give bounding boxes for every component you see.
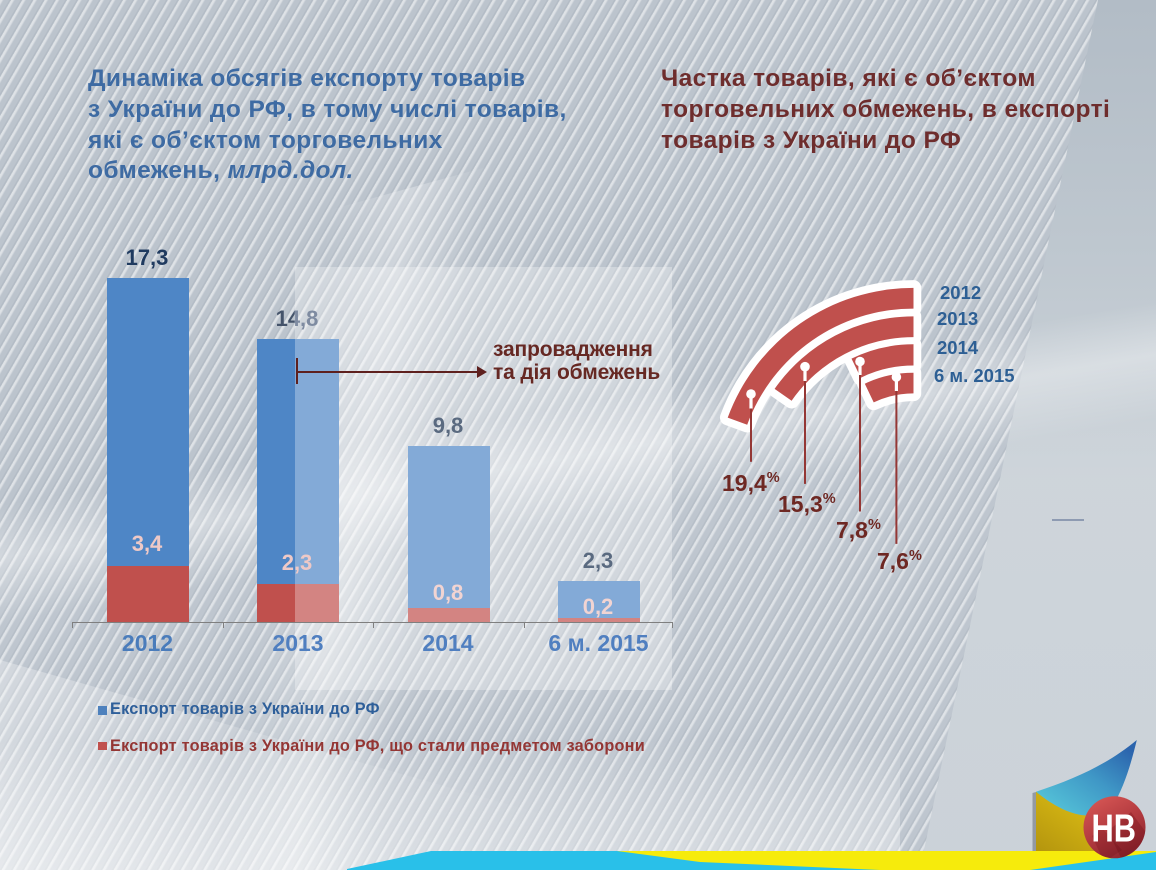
svg-text:НВ: НВ (1092, 808, 1137, 851)
